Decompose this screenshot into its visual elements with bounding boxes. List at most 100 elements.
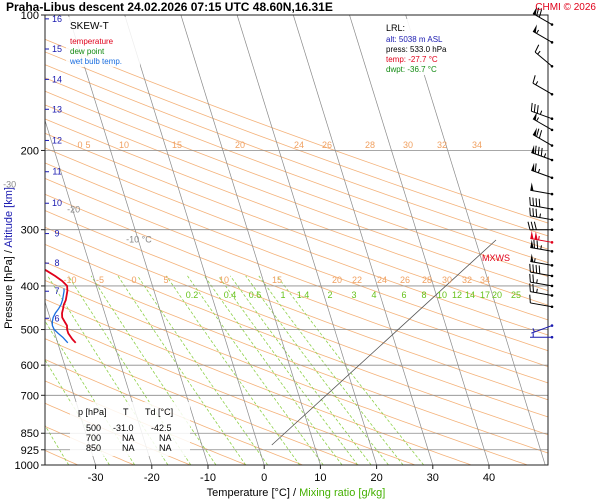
isotherm — [236, 15, 377, 465]
pressure-tick-label: 600 — [21, 360, 39, 372]
barb-staff — [530, 204, 553, 210]
dry-adiabat — [45, 280, 528, 465]
barb-station — [550, 144, 554, 147]
lrl-pressure: press: 533.0 hPa — [386, 45, 447, 54]
dry-adiabat — [45, 64, 548, 250]
mixing-ratio-line — [245, 275, 389, 465]
lrl-altitude: alt: 5038 m ASL — [386, 35, 443, 44]
barb-half-feather — [539, 213, 541, 218]
dry-adiabat — [45, 104, 548, 292]
adiabat-label: 26 — [322, 140, 332, 150]
barb-feather — [532, 75, 536, 84]
legend-item-temperature: temperature — [70, 37, 114, 46]
barb-pennant — [530, 253, 534, 263]
altitude-tick-label: 12 — [52, 135, 62, 145]
legend-item-dew-point: dew point — [70, 47, 105, 56]
pressure-tick-label: 500 — [21, 325, 39, 337]
barb-feather — [532, 283, 534, 293]
dry-adiabat — [45, 210, 548, 401]
table-cell: 500 — [86, 423, 101, 433]
barb-pennant — [531, 144, 535, 154]
isotherm-label: -30 — [3, 180, 16, 190]
barb-half-feather — [540, 245, 542, 250]
barb-feather — [538, 198, 541, 207]
barb-feather — [537, 146, 540, 156]
adiabat-label: -10 — [63, 275, 76, 285]
adiabat-label: 26 — [400, 275, 410, 285]
table-header: p [hPa] — [78, 407, 107, 417]
barb-feather — [533, 239, 535, 249]
adiabat-label: 0 — [77, 140, 82, 150]
y-axis-label-sep: / — [3, 248, 15, 257]
barb-feather — [538, 9, 543, 18]
barb-station — [550, 305, 554, 309]
x-tick-label: -10 — [200, 472, 216, 484]
barb-feather — [538, 265, 541, 274]
wind-barb — [532, 24, 554, 44]
barb-half-feather — [539, 110, 543, 115]
mixing-ratio-label: 20 — [492, 290, 502, 300]
adiabat-label: 20 — [332, 275, 342, 285]
plot-area: -80 °C-70-60-50-40-30-20-10 °C0510152024… — [3, 14, 549, 466]
isotherm — [124, 15, 265, 465]
barb-feather — [534, 163, 537, 172]
x-axis-label-sep: / — [290, 487, 299, 499]
pressure-tick-label: 925 — [21, 445, 39, 457]
mixing-ratio-line — [166, 275, 301, 465]
table-cell: NA — [122, 443, 135, 453]
mixing-ratio-label: 4 — [371, 290, 376, 300]
barb-station — [550, 41, 554, 44]
x-tick-label: 0 — [261, 472, 267, 484]
barb-feather — [529, 197, 531, 206]
wind-barb — [530, 102, 554, 121]
dry-adiabat — [45, 244, 548, 436]
mixing-ratio-line — [203, 275, 343, 465]
x-tick-label: 40 — [483, 472, 495, 484]
barb-staff — [532, 13, 553, 25]
adiabat-label: 30 — [442, 275, 452, 285]
barb-half-feather — [535, 81, 539, 86]
wind-barb — [529, 294, 554, 309]
dry-adiabat — [45, 118, 548, 306]
barb-staff — [530, 261, 553, 266]
barb-feather — [535, 198, 538, 207]
dry-adiabat — [45, 38, 548, 224]
pressure-tick-label: 1000 — [15, 460, 39, 472]
dry-adiabat — [45, 90, 548, 277]
legend-title: SKEW-T — [70, 21, 109, 32]
barb-staff — [530, 189, 553, 195]
barb-station — [550, 228, 554, 232]
barb-staff — [531, 152, 553, 161]
barb-staff — [530, 271, 553, 277]
barb-staff — [532, 82, 553, 95]
barb-station — [550, 294, 554, 297]
table-header: T — [123, 407, 129, 417]
barb-pennant — [532, 111, 537, 121]
barb-staff — [531, 110, 553, 120]
barb-station — [550, 192, 554, 196]
barb-feather — [529, 263, 531, 273]
isotherm-label: -10 °C — [126, 234, 152, 244]
isotherm — [292, 15, 434, 465]
pressure-tick-label: 850 — [21, 428, 39, 440]
mixing-ratio-label: 10 — [437, 290, 447, 300]
barb-pennant — [532, 127, 537, 137]
barb-station — [550, 249, 554, 253]
barb-feather — [533, 221, 537, 230]
mxws-line — [271, 239, 497, 446]
mixing-ratio-label: 3 — [351, 290, 356, 300]
barb-station — [550, 207, 554, 211]
barb-feather — [530, 221, 534, 230]
plot-frame — [44, 14, 549, 466]
isotherm — [349, 15, 490, 465]
adiabat-label: 15 — [172, 140, 182, 150]
barb-station — [550, 284, 554, 288]
barb-staff — [530, 238, 553, 243]
dry-adiabat — [45, 193, 548, 384]
barb-station — [550, 23, 554, 26]
y-axis-label-pressure: Pressure [hPa] — [3, 256, 15, 329]
barb-half-feather — [533, 258, 536, 263]
legend-box — [66, 17, 140, 67]
mixing-ratio-line — [258, 275, 404, 465]
